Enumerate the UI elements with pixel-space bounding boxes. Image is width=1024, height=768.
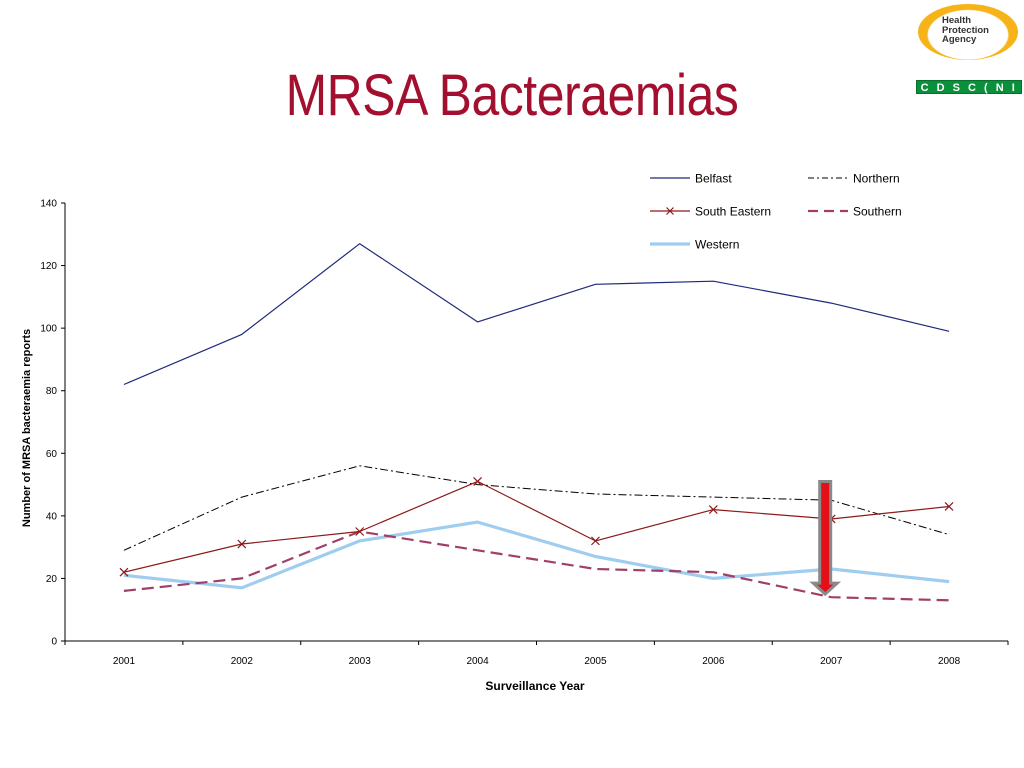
cdsc-ni-badge: C D S C ( N I ) bbox=[916, 80, 1022, 108]
legend-label: Belfast bbox=[695, 172, 732, 186]
data-point-marker bbox=[473, 477, 482, 486]
y-tick-label: 0 bbox=[51, 637, 57, 648]
x-tick-label: 2007 bbox=[820, 656, 843, 667]
series-line-northern bbox=[123, 465, 950, 551]
data-point-marker bbox=[355, 527, 365, 536]
logo-ring bbox=[918, 4, 1018, 60]
slide-title: MRSA Bacteraemias bbox=[285, 63, 739, 128]
series-line-southern bbox=[123, 530, 950, 602]
data-point-marker bbox=[708, 505, 718, 515]
chart-series bbox=[119, 243, 954, 602]
y-axis-title: Number of MRSA bacteraemia reports bbox=[21, 329, 33, 527]
data-point-marker bbox=[237, 539, 247, 549]
logo-text-line: Agency bbox=[942, 34, 977, 45]
legend-label: Southern bbox=[853, 205, 902, 219]
y-tick-label: 140 bbox=[40, 199, 57, 210]
legend-label: South Eastern bbox=[695, 205, 771, 219]
legend-label: Western bbox=[695, 238, 739, 252]
health-protection-agency-logo: Health Protection Agency bbox=[914, 2, 1024, 64]
x-axis-title: Surveillance Year bbox=[485, 679, 585, 693]
x-tick-label: 2005 bbox=[584, 656, 607, 667]
data-point-marker bbox=[944, 502, 954, 511]
y-tick-label: 100 bbox=[40, 324, 57, 335]
y-tick-label: 40 bbox=[46, 511, 58, 522]
chart-axes: 0 20 40 60 80 100 120 140 2001 2002 2003 2004 2005 20… bbox=[40, 199, 1009, 667]
y-tick-label: 20 bbox=[46, 574, 58, 585]
series-line-western bbox=[123, 520, 950, 590]
x-tick-label: 2006 bbox=[702, 656, 725, 667]
chart-annotation bbox=[809, 479, 842, 597]
y-tick-label: 120 bbox=[40, 261, 57, 272]
y-tick-label: 60 bbox=[46, 449, 58, 460]
logo-text-line: Health bbox=[942, 15, 972, 26]
x-tick-label: 2008 bbox=[938, 656, 961, 667]
x-tick-label: 2003 bbox=[349, 656, 372, 667]
x-tick-label: 2001 bbox=[113, 656, 136, 667]
down-arrow-annotation bbox=[809, 479, 842, 597]
logo-text: Health Protection Agency bbox=[942, 16, 989, 45]
legend-marker bbox=[666, 207, 674, 215]
series-line-belfast bbox=[123, 243, 950, 386]
x-tick-label: 2004 bbox=[466, 656, 489, 667]
logo-text-line: Protection bbox=[942, 24, 989, 36]
data-point-marker bbox=[119, 567, 129, 577]
data-point-marker bbox=[591, 536, 600, 546]
x-tick-label: 2002 bbox=[231, 656, 254, 667]
legend-label: Northern bbox=[853, 172, 900, 186]
series-line-south-eastern bbox=[123, 480, 950, 573]
y-tick-label: 80 bbox=[46, 386, 58, 397]
chart-legend: Belfast Northern South Eastern Southern West… bbox=[650, 172, 902, 252]
